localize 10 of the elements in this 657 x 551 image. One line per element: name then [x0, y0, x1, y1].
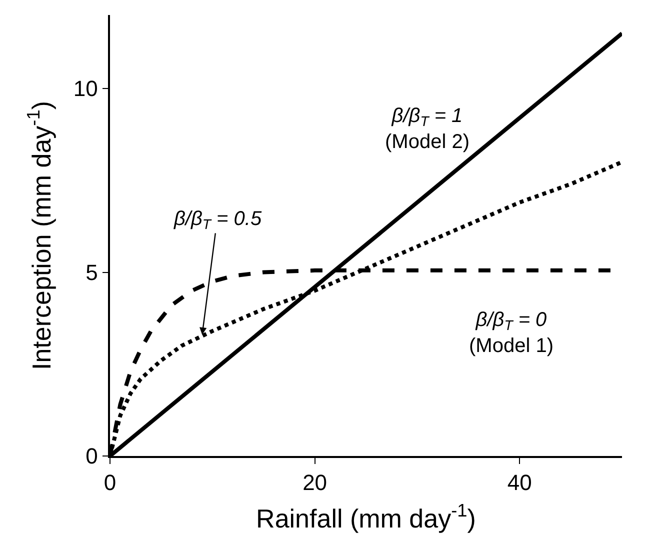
x-axis-title: Rainfall (mm day$^{-1}$) [256, 500, 476, 534]
y-tick-label: 5 [86, 260, 98, 285]
annotation: β/β$_{T}$ = 0.5 [173, 208, 262, 232]
y-tick-label: 10 [73, 76, 98, 102]
x-tick-label: 40 [507, 470, 532, 496]
annotation: β/β$_{T}$ = 0 (Model 1) [469, 309, 554, 357]
y-tick-label: 0 [86, 444, 98, 469]
x-tick-label: 20 [302, 470, 328, 496]
x-tick-label: 0 [104, 470, 116, 496]
annotation: β/β$_{T}$ = 1 (Model 2) [385, 105, 470, 153]
